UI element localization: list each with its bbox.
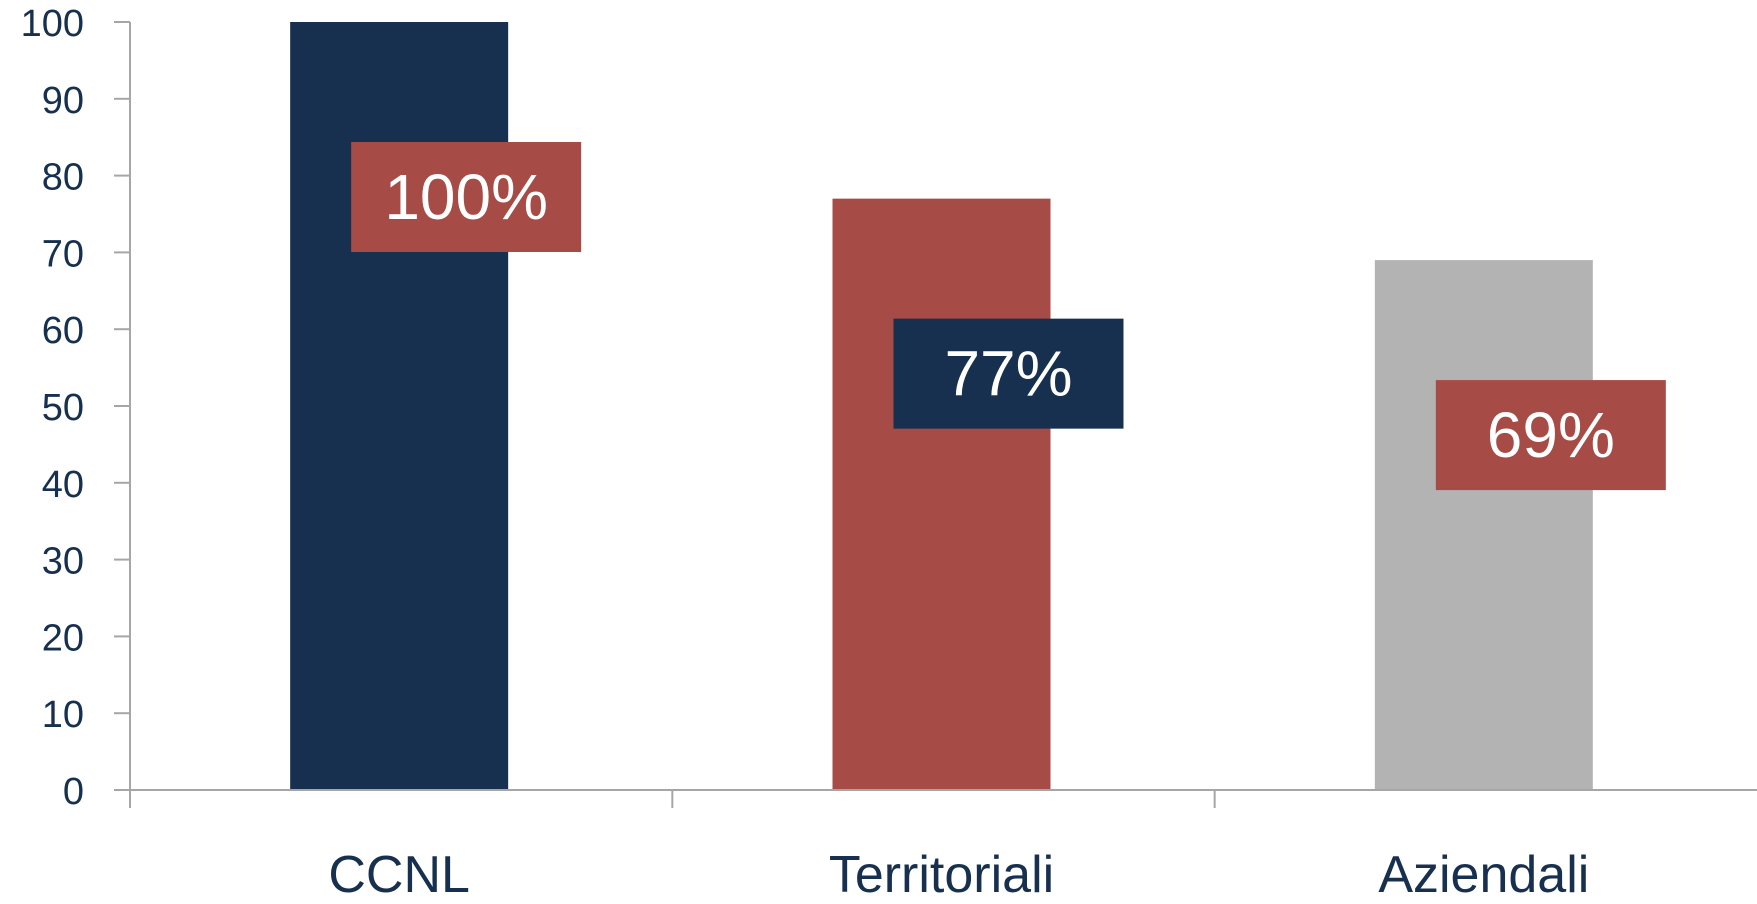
y-tick-label: 0 <box>63 771 84 813</box>
y-tick-label: 40 <box>42 464 84 506</box>
y-tick-label: 50 <box>42 387 84 429</box>
data-label: 77% <box>944 338 1072 410</box>
data-label: 100% <box>384 161 548 233</box>
y-axis-ticks: 0 10 20 30 40 50 60 70 80 90 100 <box>21 3 130 813</box>
y-tick-label: 20 <box>42 617 84 659</box>
data-label-box <box>351 142 582 252</box>
x-tick-label: Territoriali <box>829 846 1054 899</box>
x-tick-label: Aziendali <box>1378 846 1589 899</box>
y-tick-label: 100 <box>21 3 84 45</box>
y-tick-label: 10 <box>42 694 84 736</box>
x-axis-labels: CCNL Territoriali Aziendali <box>328 846 1589 904</box>
y-tick-label: 90 <box>42 80 84 122</box>
y-tick-label: 30 <box>42 541 84 583</box>
data-label-box <box>893 318 1124 429</box>
y-tick-label: 80 <box>42 157 84 199</box>
data-label-box <box>1435 380 1666 491</box>
y-tick-label: 60 <box>42 310 84 352</box>
axes <box>114 22 1757 808</box>
y-tick-label: 70 <box>42 233 84 275</box>
bar-aziendali <box>1374 260 1593 791</box>
data-label: 69% <box>1487 399 1615 471</box>
bar-ccnl <box>290 22 509 790</box>
bar-territoriali <box>832 198 1051 790</box>
data-labels: 100% 77% 69% <box>351 142 1666 491</box>
x-tick-label: CCNL <box>328 846 470 899</box>
